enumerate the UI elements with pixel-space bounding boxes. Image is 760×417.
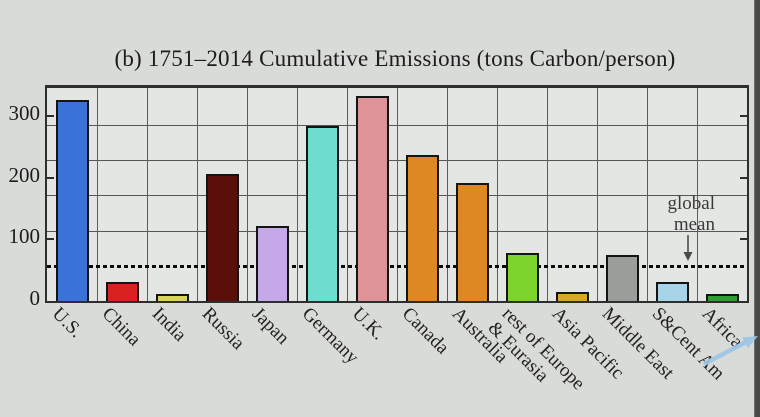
x-tick-label: Canada	[397, 303, 454, 359]
bar	[655, 282, 689, 301]
bar	[105, 281, 139, 301]
x-tick-label: Japan	[247, 303, 294, 349]
y-tick-label: 200	[8, 162, 41, 187]
pointer-arrow-icon	[702, 336, 758, 366]
y-tick-label: 100	[8, 224, 41, 249]
bar	[355, 96, 389, 301]
v-gridline	[97, 88, 98, 301]
v-gridline	[497, 88, 498, 301]
v-gridline	[247, 88, 248, 301]
bar	[405, 155, 439, 301]
bar	[605, 254, 639, 301]
bar	[455, 183, 489, 301]
x-tick-label: U.S.	[47, 303, 87, 343]
global-mean-line	[47, 264, 747, 268]
v-gridline	[197, 88, 198, 301]
x-tick-label: U.K.	[347, 303, 389, 345]
v-gridline	[697, 88, 698, 301]
plot-area	[45, 85, 749, 303]
bar	[155, 293, 189, 301]
v-gridline	[597, 88, 598, 301]
chart-title: (b) 1751–2014 Cumulative Emissions (tons…	[114, 46, 676, 71]
bar	[255, 226, 289, 301]
right-strip	[754, 0, 760, 417]
y-tick-left	[47, 114, 54, 117]
y-tick-label: 0	[29, 286, 41, 310]
bar	[55, 99, 89, 301]
global-mean-label: global mean	[667, 193, 716, 235]
v-gridline	[397, 88, 398, 301]
bar	[505, 253, 539, 301]
y-tick-label: 300	[8, 100, 41, 125]
x-tick-label: Russia	[197, 303, 249, 354]
v-gridline	[347, 88, 348, 301]
y-tick-right	[740, 238, 747, 241]
x-tick-label: India	[147, 303, 191, 346]
global-mean-arrow-icon	[683, 234, 693, 261]
y-tick-right	[740, 114, 747, 117]
bar	[305, 125, 339, 301]
v-gridline	[297, 88, 298, 301]
y-tick-right	[740, 176, 747, 179]
v-gridline	[547, 88, 548, 301]
bar	[205, 174, 239, 301]
bar	[555, 291, 589, 301]
v-gridline	[447, 88, 448, 301]
y-tick-left	[47, 176, 54, 179]
x-tick-label: China	[97, 303, 145, 351]
v-gridline	[647, 88, 648, 301]
v-gridline	[147, 88, 148, 301]
bar	[705, 294, 739, 301]
y-tick-left	[47, 238, 54, 241]
